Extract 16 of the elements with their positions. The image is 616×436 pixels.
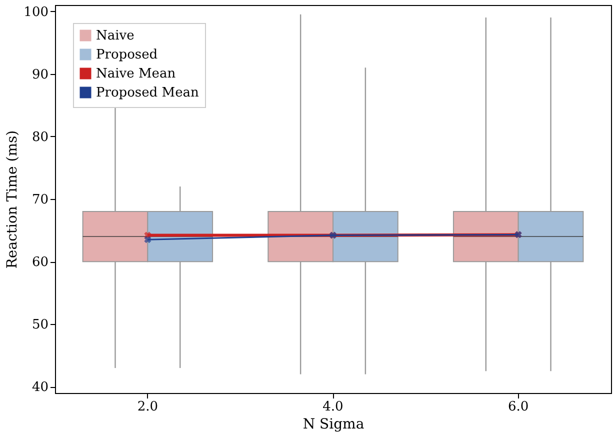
y-tick-label: 70 (32, 192, 48, 208)
y-tick-label: 100 (24, 4, 48, 20)
x-tick-label: 2.0 (137, 400, 158, 414)
y-tick-label: 60 (32, 255, 48, 270)
x-tick-label: 4.0 (322, 400, 344, 414)
legend-label: Proposed Mean (96, 86, 200, 100)
y-tick-label: 80 (32, 130, 48, 145)
legend-label: Naive Mean (96, 66, 176, 82)
x-axis-title: N Sigma (302, 416, 364, 432)
legend-label: Naive (96, 28, 135, 44)
x-tick-label: 6.0 (508, 400, 529, 414)
y-axis-title: Reaction Time (ms) (4, 130, 21, 269)
y-tick-label: 90 (32, 67, 48, 82)
legend-label: Proposed (96, 48, 158, 62)
y-tick-label: 50 (32, 318, 48, 333)
y-tick-label: 40 (32, 380, 48, 396)
